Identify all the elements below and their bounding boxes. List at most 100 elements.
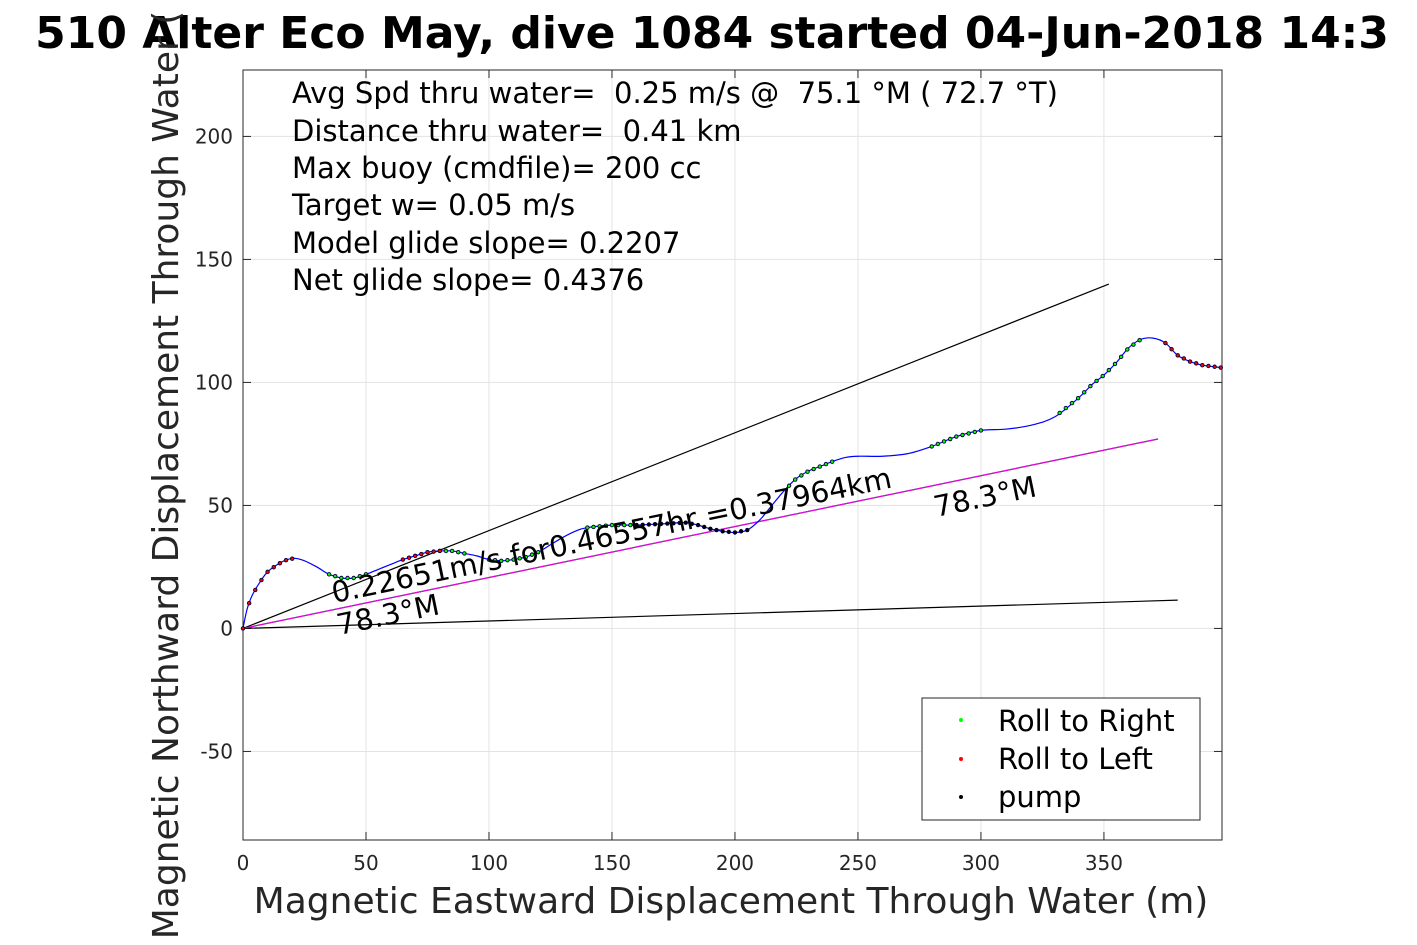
stats-block: Avg Spd thru water= 0.25 m/s @ 75.1 °M (… — [291, 76, 1058, 297]
point-roll-to-right — [598, 525, 601, 528]
y-tick-label: 50 — [208, 493, 233, 517]
point-roll-to-right — [518, 557, 522, 560]
point-roll-to-right — [1082, 390, 1086, 394]
y-tick-label: 100 — [195, 370, 233, 394]
point-roll-to-right — [1058, 411, 1061, 415]
point-roll-to-right — [506, 558, 509, 562]
point-roll-to-left — [432, 550, 435, 553]
y-tick-label: 0 — [220, 616, 233, 640]
point-roll-to-right — [592, 525, 595, 529]
point-roll-to-right — [1064, 406, 1068, 410]
point-roll-to-right — [973, 430, 977, 434]
point-roll-to-right — [333, 574, 337, 578]
point-roll-to-right — [787, 484, 791, 488]
point-roll-to-right — [948, 437, 952, 441]
point-roll-to-right — [340, 576, 343, 580]
point-roll-to-right — [818, 465, 822, 468]
point-roll-to-right — [463, 552, 466, 555]
y-tick-label: 150 — [195, 247, 233, 271]
point-pump — [739, 529, 743, 533]
point-roll-to-left — [278, 561, 282, 565]
legend-label-pump: pump — [998, 780, 1081, 814]
point-pump — [672, 521, 675, 525]
stat-avg-speed: Avg Spd thru water= 0.25 m/s @ 75.1 °M (… — [292, 76, 1058, 110]
point-roll-to-right — [1101, 374, 1104, 378]
point-roll-to-right — [955, 435, 958, 438]
point-roll-to-left — [290, 557, 294, 561]
point-roll-to-left — [1219, 366, 1223, 369]
point-pump — [653, 522, 657, 526]
legend-marker-roll-right — [959, 718, 963, 722]
legend: Roll to Right Roll to Left pump — [921, 697, 1201, 821]
track-points — [240, 338, 1223, 631]
point-roll-to-right — [346, 576, 349, 580]
point-roll-to-right — [536, 550, 540, 554]
point-roll-to-left — [1188, 360, 1192, 363]
legend-marker-pump — [959, 795, 963, 799]
point-roll-to-right — [493, 558, 497, 562]
point-roll-to-right — [806, 470, 809, 474]
point-roll-to-left — [426, 550, 429, 554]
point-roll-to-right — [1076, 396, 1080, 400]
point-roll-to-left — [1201, 363, 1204, 367]
point-roll-to-right — [456, 550, 460, 554]
point-roll-to-right — [444, 549, 448, 553]
point-roll-to-left — [241, 627, 245, 630]
point-pump — [721, 529, 724, 533]
point-pump — [635, 523, 638, 527]
point-roll-to-right — [1070, 401, 1074, 405]
point-roll-to-right — [824, 462, 828, 466]
point-pump — [696, 523, 700, 527]
point-roll-to-right — [622, 523, 626, 527]
point-pump — [727, 530, 731, 534]
point-roll-to-right — [524, 555, 528, 559]
reference-lines — [242, 283, 1178, 630]
stat-distance: Distance thru water= 0.41 km — [292, 114, 742, 148]
point-roll-to-right — [1119, 355, 1123, 359]
stat-target-w: Target w= 0.05 m/s — [291, 188, 575, 222]
point-roll-to-right — [961, 433, 964, 437]
point-pump — [709, 527, 712, 531]
point-roll-to-left — [1164, 341, 1167, 345]
point-roll-to-right — [967, 432, 970, 435]
point-roll-to-right — [450, 549, 454, 553]
point-roll-to-right — [1113, 362, 1117, 366]
point-roll-to-left — [247, 601, 251, 605]
point-roll-to-right — [616, 523, 620, 527]
point-roll-to-left — [1176, 354, 1180, 357]
point-roll-to-right — [512, 558, 515, 561]
legend-label-roll-left: Roll to Left — [998, 742, 1153, 776]
point-roll-to-right — [1125, 348, 1129, 351]
point-roll-to-right — [610, 523, 614, 527]
point-roll-to-right — [1107, 368, 1111, 372]
point-pump — [678, 521, 681, 525]
point-roll-to-left — [407, 556, 411, 560]
x-tick-label: 200 — [716, 851, 754, 875]
point-roll-to-right — [499, 559, 503, 563]
point-roll-to-left — [401, 558, 405, 561]
x-tick-label: 50 — [353, 851, 378, 875]
heading-line-overlay — [242, 438, 1159, 629]
legend-label-roll-right: Roll to Right — [998, 704, 1175, 738]
stat-max-buoy: Max buoy (cmdfile)= 200 cc — [292, 151, 701, 185]
point-roll-to-right — [793, 478, 797, 481]
y-tick-label: 200 — [195, 124, 233, 148]
point-roll-to-right — [800, 474, 803, 477]
point-roll-to-right — [604, 524, 608, 528]
point-roll-to-left — [1194, 362, 1198, 365]
point-roll-to-right — [530, 553, 534, 556]
point-pump — [684, 521, 688, 524]
point-roll-to-right — [1095, 379, 1098, 383]
point-roll-to-right — [1132, 343, 1135, 346]
chart-title: 510 Alter Eco May, dive 1084 started 04-… — [35, 8, 1389, 59]
point-roll-to-right — [327, 573, 331, 576]
point-roll-to-right — [942, 440, 946, 443]
grid-lines — [242, 70, 1222, 840]
point-roll-to-right — [979, 429, 983, 432]
point-roll-to-right — [936, 442, 940, 446]
point-pump — [745, 528, 749, 532]
point-roll-to-left — [1207, 364, 1210, 368]
point-roll-to-right — [364, 573, 368, 576]
point-pump — [702, 525, 706, 529]
point-roll-to-right — [487, 558, 491, 561]
